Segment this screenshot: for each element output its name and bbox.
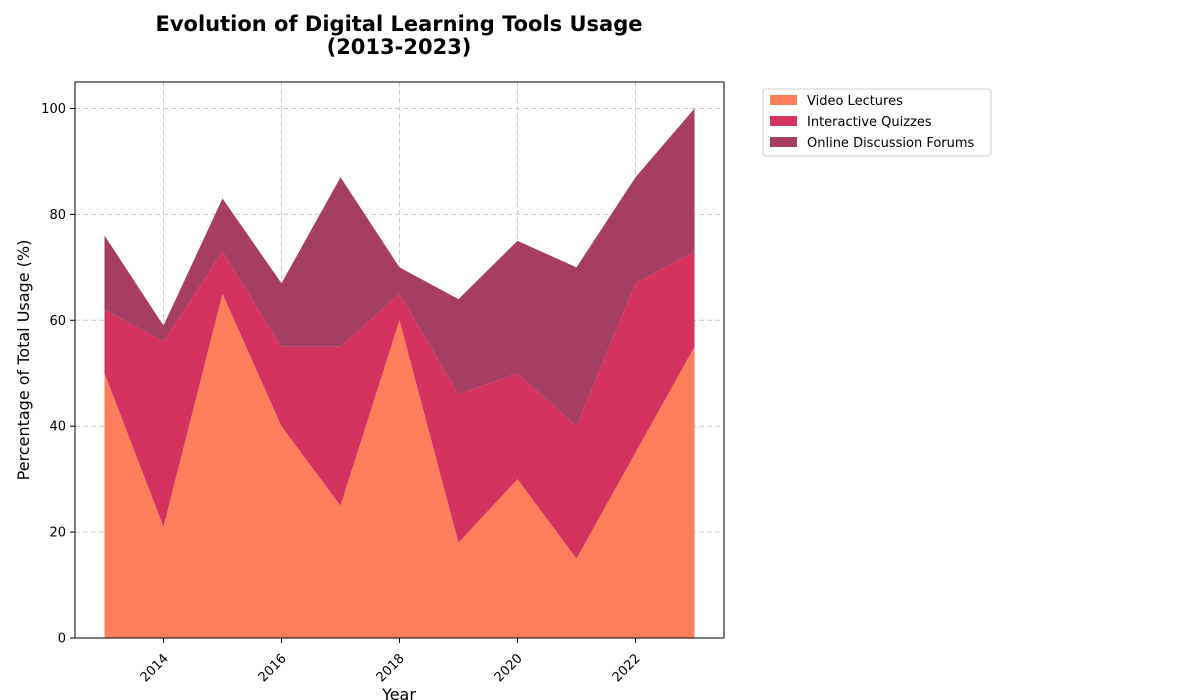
area-series <box>104 108 695 638</box>
legend-label-0: Video Lectures <box>807 94 903 109</box>
x-tick-label: 2016 <box>256 651 290 685</box>
chart-title-line-1: Evolution of Digital Learning Tools Usag… <box>156 12 643 36</box>
y-tick-label: 60 <box>49 314 66 329</box>
x-tick-label: 2022 <box>610 651 644 685</box>
legend-label-1: Interactive Quizzes <box>807 115 932 130</box>
y-tick-label: 0 <box>58 632 66 647</box>
x-tick-label: 2014 <box>138 651 172 685</box>
y-tick-label: 20 <box>49 526 66 541</box>
y-axis-label: Percentage of Total Usage (%) <box>14 240 33 481</box>
x-tick-label: 2018 <box>374 651 408 685</box>
legend-frame <box>762 88 992 157</box>
legend-swatch-0 <box>770 95 797 105</box>
legend-label-2: Online Discussion Forums <box>807 136 975 151</box>
chart-title-line-2: (2013-2023) <box>327 35 472 59</box>
area-series-2 <box>104 108 695 427</box>
legend: Video Lectures Interactive Quizzes Online … <box>762 88 992 157</box>
legend-swatch-1 <box>770 116 797 126</box>
y-tick-label: 100 <box>41 102 66 117</box>
area-series-1 <box>104 251 695 559</box>
y-tick-label: 40 <box>49 420 66 435</box>
x-tick-label: 2020 <box>492 651 526 685</box>
area-series-0 <box>104 293 695 638</box>
legend-swatch-2 <box>770 137 797 147</box>
x-axis-label: Year <box>381 685 416 700</box>
y-tick-label: 80 <box>49 208 66 223</box>
